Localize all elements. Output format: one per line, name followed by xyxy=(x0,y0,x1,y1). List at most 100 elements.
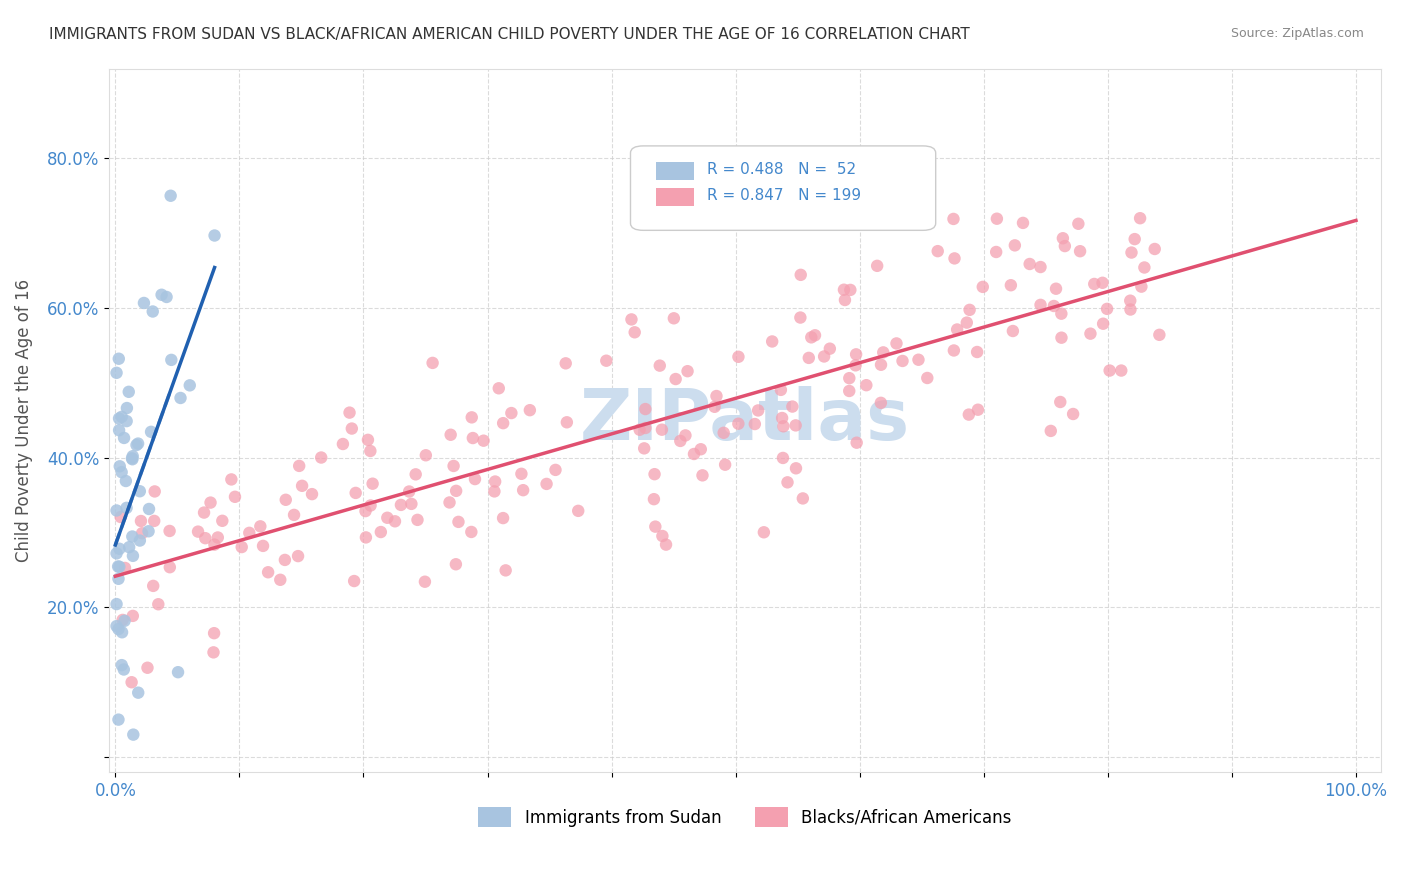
Point xyxy=(111,409,134,424)
Point xyxy=(554,356,576,370)
Point xyxy=(1133,260,1156,275)
Point xyxy=(1123,232,1146,246)
Point xyxy=(179,378,201,392)
Point xyxy=(662,311,685,326)
Point xyxy=(167,665,190,680)
Point xyxy=(121,529,143,543)
Point xyxy=(127,436,149,450)
Point xyxy=(142,579,165,593)
Point xyxy=(838,384,860,398)
Point xyxy=(942,343,965,358)
Point xyxy=(344,486,367,500)
Point xyxy=(357,433,380,447)
Point xyxy=(127,686,149,700)
Point xyxy=(340,421,363,435)
Point xyxy=(121,449,143,463)
Point xyxy=(108,459,131,474)
Point xyxy=(1018,257,1040,271)
Point xyxy=(112,663,135,677)
Point xyxy=(291,479,314,493)
Point xyxy=(160,352,183,367)
Point xyxy=(789,310,811,325)
Point xyxy=(343,574,366,588)
Point xyxy=(115,500,138,515)
Point xyxy=(484,475,506,489)
Point xyxy=(818,342,841,356)
Point xyxy=(283,508,305,522)
Point xyxy=(776,475,799,490)
Point xyxy=(488,381,510,395)
Point xyxy=(651,423,673,437)
Point xyxy=(143,484,166,499)
Point xyxy=(384,514,406,528)
Point xyxy=(655,538,678,552)
Point xyxy=(269,573,291,587)
Point xyxy=(689,442,711,457)
Point xyxy=(370,524,392,539)
Point xyxy=(845,347,868,361)
Point xyxy=(1053,239,1076,253)
Point xyxy=(957,408,980,422)
Point xyxy=(643,492,665,507)
Text: IMMIGRANTS FROM SUDAN VS BLACK/AFRICAN AMERICAN CHILD POVERTY UNDER THE AGE OF 1: IMMIGRANTS FROM SUDAN VS BLACK/AFRICAN A… xyxy=(49,27,970,42)
Point xyxy=(129,514,152,528)
Point xyxy=(287,549,309,563)
Point xyxy=(838,371,860,385)
Point xyxy=(644,467,666,482)
Point xyxy=(855,378,877,392)
Point xyxy=(1043,299,1066,313)
Point xyxy=(1067,217,1090,231)
Point xyxy=(274,492,297,507)
Point xyxy=(389,498,412,512)
Point xyxy=(620,312,643,326)
Point xyxy=(111,625,134,640)
Point xyxy=(1052,231,1074,245)
Point xyxy=(1129,211,1152,226)
Point xyxy=(115,414,138,428)
Point xyxy=(443,458,465,473)
Point xyxy=(108,559,131,574)
Point xyxy=(143,514,166,528)
Legend: Immigrants from Sudan, Blacks/African Americans: Immigrants from Sudan, Blacks/African Am… xyxy=(471,800,1018,834)
Point xyxy=(447,515,470,529)
Point xyxy=(692,468,714,483)
Point xyxy=(121,452,143,467)
Point xyxy=(309,450,332,465)
Point xyxy=(501,406,523,420)
Point xyxy=(675,428,697,442)
Point xyxy=(651,529,673,543)
Point xyxy=(131,526,153,541)
Text: R = 0.488   N =  52: R = 0.488 N = 52 xyxy=(707,162,856,178)
Point xyxy=(792,491,814,506)
Point xyxy=(105,503,128,517)
Point xyxy=(121,675,143,690)
Point xyxy=(460,524,482,539)
Point xyxy=(744,417,766,431)
Point xyxy=(221,472,243,486)
Point xyxy=(1121,245,1143,260)
Point xyxy=(747,403,769,417)
Point xyxy=(111,613,134,627)
Point xyxy=(121,608,143,623)
Point xyxy=(1050,307,1073,321)
Point xyxy=(959,302,981,317)
Point xyxy=(713,425,735,440)
Point xyxy=(782,400,804,414)
Point xyxy=(512,483,534,498)
Point xyxy=(492,511,515,525)
Point xyxy=(413,574,436,589)
Point xyxy=(193,506,215,520)
Point xyxy=(676,364,699,378)
Point xyxy=(886,336,908,351)
Point xyxy=(839,283,862,297)
Point xyxy=(375,510,398,524)
Point xyxy=(772,450,794,465)
Point xyxy=(727,350,749,364)
Text: ZIPatlas: ZIPatlas xyxy=(579,385,910,455)
Point xyxy=(169,391,191,405)
Point xyxy=(633,442,655,456)
Point xyxy=(224,490,246,504)
Point xyxy=(986,211,1008,226)
Point xyxy=(204,538,226,552)
Point xyxy=(845,435,868,450)
